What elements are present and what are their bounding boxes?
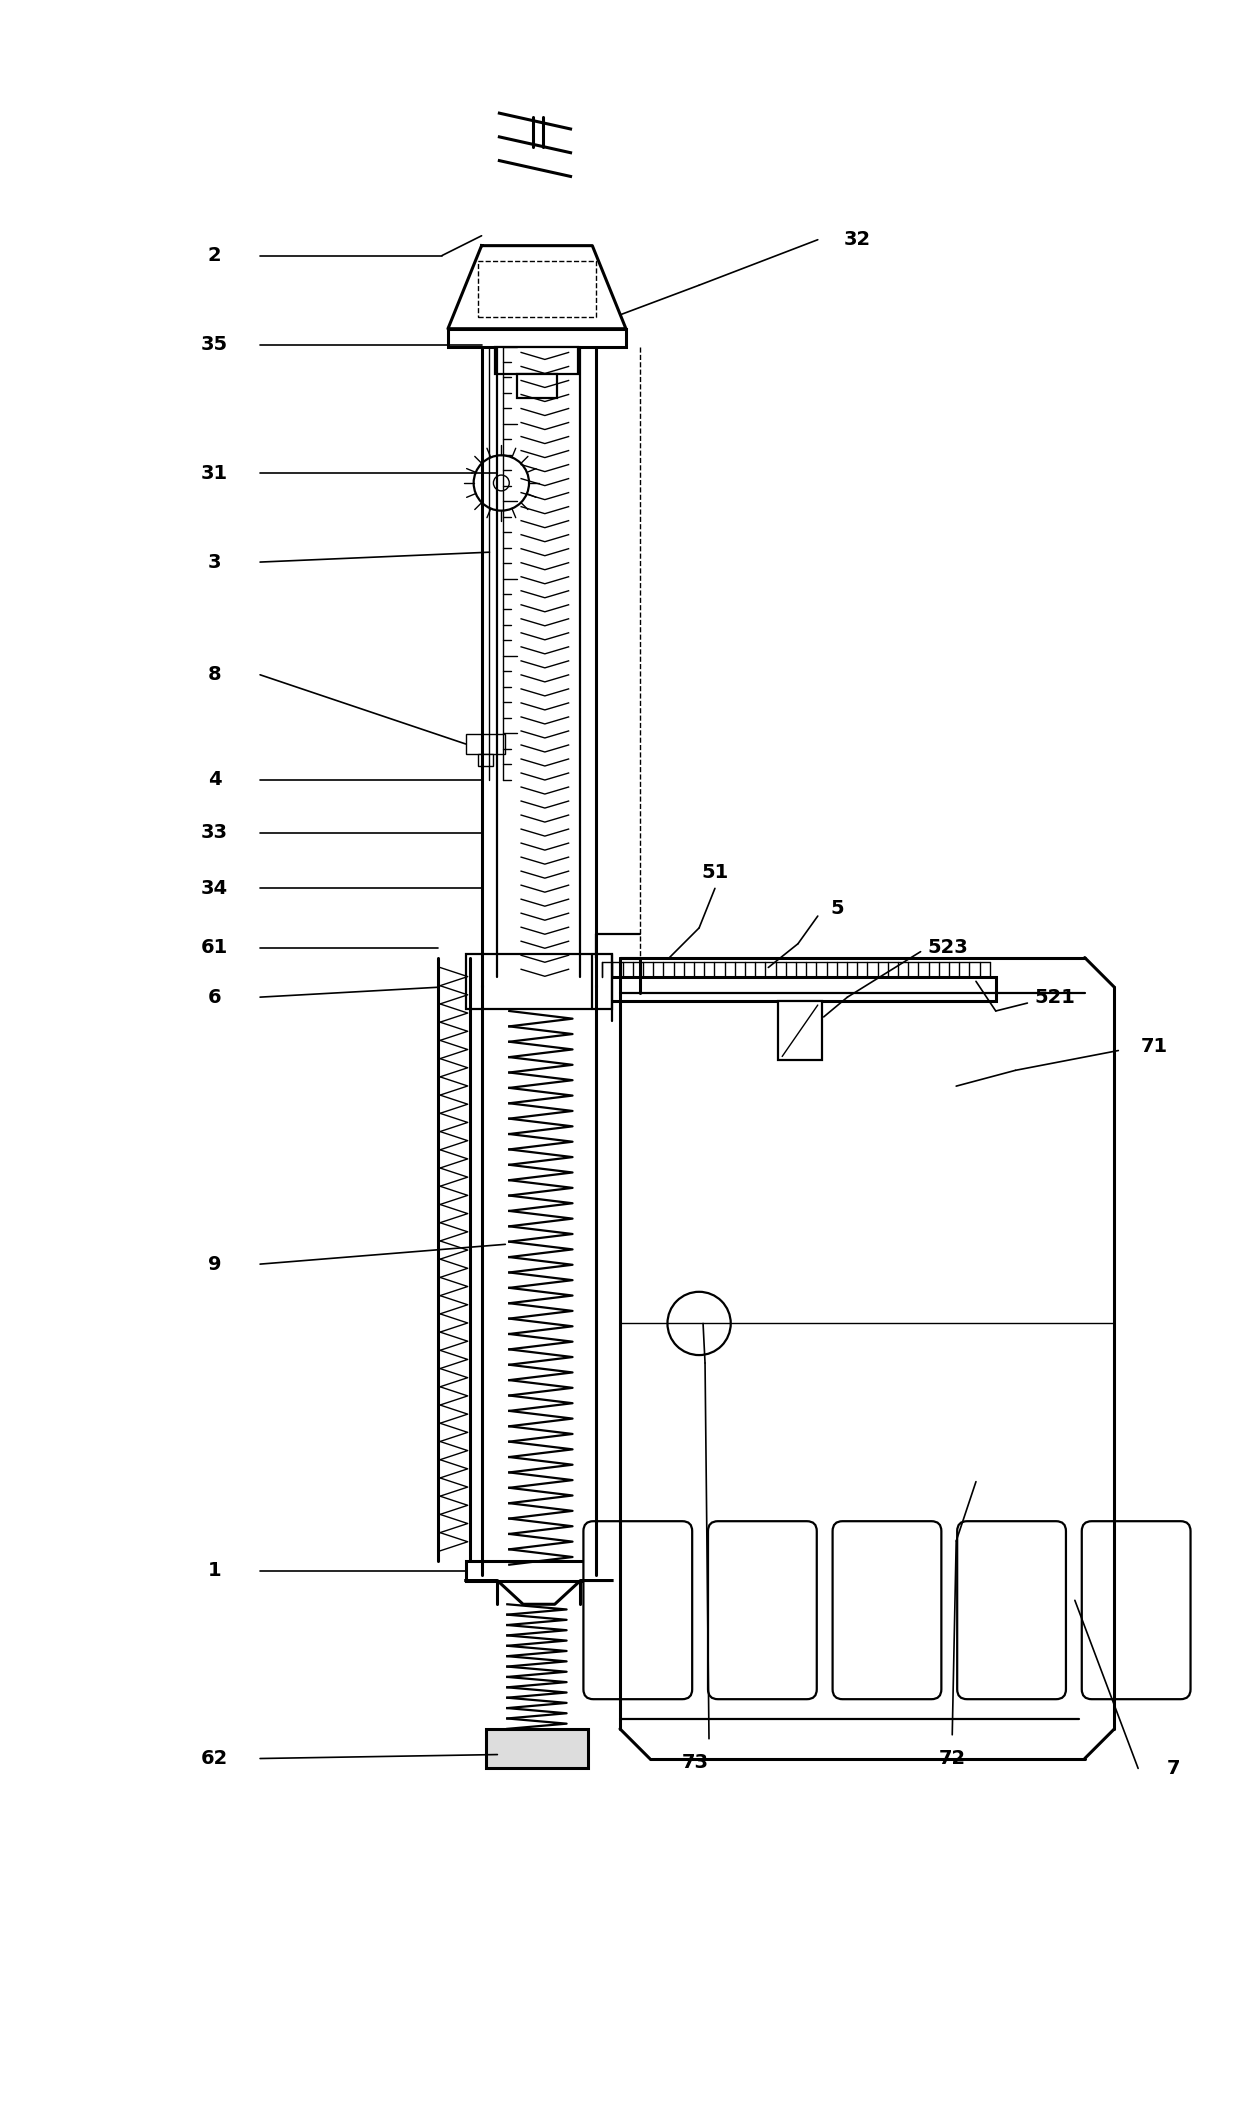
Text: 5: 5 [831, 900, 844, 919]
Bar [496, 346, 579, 375]
Text: 72: 72 [939, 1749, 966, 1768]
Text: 9: 9 [208, 1254, 222, 1273]
Bar [477, 754, 494, 765]
Text: 521: 521 [1034, 988, 1075, 1007]
Text: 31: 31 [201, 464, 228, 483]
Text: 62: 62 [201, 1749, 228, 1768]
Text: 61: 61 [201, 938, 228, 957]
Text: 71: 71 [1141, 1037, 1168, 1056]
Text: 3: 3 [208, 552, 222, 571]
Bar [466, 954, 613, 1009]
Text: 1: 1 [208, 1561, 222, 1580]
Text: 523: 523 [928, 938, 968, 957]
Text: 35: 35 [201, 335, 228, 354]
Bar [448, 329, 626, 346]
FancyBboxPatch shape [832, 1521, 941, 1698]
Text: 2: 2 [208, 247, 222, 265]
FancyBboxPatch shape [708, 1521, 817, 1698]
Bar [517, 375, 557, 398]
Text: 51: 51 [702, 864, 729, 883]
Text: 33: 33 [201, 824, 228, 843]
Bar [779, 1001, 822, 1060]
Text: 4: 4 [208, 769, 222, 790]
FancyBboxPatch shape [1081, 1521, 1190, 1698]
Text: 73: 73 [682, 1753, 708, 1772]
Bar [466, 733, 505, 754]
Text: 8: 8 [208, 666, 222, 685]
Bar [466, 1561, 613, 1580]
Bar [486, 1730, 588, 1768]
Bar [596, 978, 996, 1001]
Text: 6: 6 [208, 988, 222, 1007]
Text: 34: 34 [201, 879, 228, 898]
Text: 7: 7 [1167, 1759, 1180, 1778]
FancyBboxPatch shape [583, 1521, 692, 1698]
FancyBboxPatch shape [957, 1521, 1066, 1698]
Bar [477, 261, 596, 316]
Text: 32: 32 [843, 230, 870, 249]
